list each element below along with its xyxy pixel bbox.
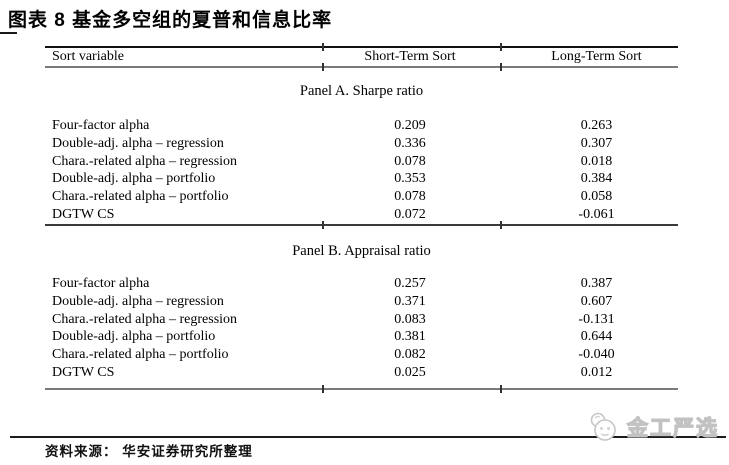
row-label: Chara.-related alpha – portfolio xyxy=(52,189,229,205)
table-row: Four-factor alpha 0.209 0.263 xyxy=(45,117,678,135)
short-term-value: 0.078 xyxy=(394,153,426,169)
long-term-value: -0.040 xyxy=(578,347,615,363)
panel-a-rows: Four-factor alpha 0.209 0.263 Double-adj… xyxy=(45,117,678,224)
column-divider-tick xyxy=(500,43,502,51)
table-row: Four-factor alpha 0.257 0.387 xyxy=(45,275,678,293)
column-divider-tick xyxy=(500,63,502,71)
short-term-value: 0.082 xyxy=(394,347,426,363)
row-label: Four-factor alpha xyxy=(52,276,150,291)
column-divider-tick xyxy=(500,385,502,393)
long-term-value: 0.058 xyxy=(580,189,613,205)
row-label: Chara.-related alpha – regression xyxy=(52,311,238,327)
column-divider-tick xyxy=(322,385,324,393)
column-header-short-term-sort: Short-Term Sort xyxy=(364,49,456,64)
header-bottom-rule xyxy=(45,63,678,71)
short-term-value: 0.078 xyxy=(394,189,426,205)
column-divider-tick xyxy=(322,63,324,71)
row-label: Double-adj. alpha – regression xyxy=(52,135,224,151)
table-top-rule xyxy=(45,43,678,51)
column-divider-tick xyxy=(322,221,324,229)
table-row: Chara.-related alpha – portfolio 0.078 0… xyxy=(45,188,678,206)
row-label: DGTW CS xyxy=(52,206,115,222)
panel-b-rows: Four-factor alpha 0.257 0.387 Double-adj… xyxy=(45,275,678,382)
table-row: Chara.-related alpha – regression 0.078 … xyxy=(45,153,678,171)
short-term-value: 0.083 xyxy=(394,311,426,327)
long-term-value: 0.387 xyxy=(580,276,613,291)
column-divider-tick xyxy=(500,221,502,229)
short-term-value: 0.353 xyxy=(394,171,426,187)
short-term-value: 0.381 xyxy=(394,329,426,345)
table-row: Chara.-related alpha – regression 0.083 … xyxy=(45,311,678,329)
row-label: Double-adj. alpha – portfolio xyxy=(52,329,216,345)
short-term-value: 0.025 xyxy=(394,364,426,380)
long-term-value: -0.061 xyxy=(578,206,615,222)
long-term-value: 0.263 xyxy=(580,118,613,133)
table-header-row: Sort variable Short-Term Sort Long-Term … xyxy=(45,48,678,65)
panel-b-title: Panel B. Appraisal ratio xyxy=(292,243,431,259)
table-bottom-rule xyxy=(45,385,678,393)
panel-a-bottom-rule xyxy=(45,221,678,229)
row-label: Chara.-related alpha – regression xyxy=(52,153,238,169)
row-label: DGTW CS xyxy=(52,364,115,380)
table-row: DGTW CS 0.072 -0.061 xyxy=(45,206,678,224)
column-header-long-term-sort: Long-Term Sort xyxy=(551,49,642,64)
panel-a-title: Panel A. Sharpe ratio xyxy=(299,83,424,99)
row-label: Chara.-related alpha – portfolio xyxy=(52,347,229,363)
short-term-value: 0.072 xyxy=(394,206,426,222)
table-row: Double-adj. alpha – portfolio 0.381 0.64… xyxy=(45,328,678,346)
watermark-text: 金工严选 xyxy=(626,416,719,440)
brand-watermark: 金工严选 xyxy=(588,410,719,444)
table-row: Double-adj. alpha – regression 0.371 0.6… xyxy=(45,293,678,311)
title-underline-dash xyxy=(0,32,17,34)
panda-logo-icon xyxy=(590,412,616,441)
row-label: Double-adj. alpha – regression xyxy=(52,293,224,309)
long-term-value: -0.131 xyxy=(578,311,615,327)
long-term-value: 0.384 xyxy=(580,171,613,187)
table-row: DGTW CS 0.025 0.012 xyxy=(45,364,678,382)
short-term-value: 0.336 xyxy=(394,135,426,151)
short-term-value: 0.371 xyxy=(394,293,426,309)
column-header-sort-variable: Sort variable xyxy=(52,49,124,64)
long-term-value: 0.012 xyxy=(580,364,613,380)
table-row: Chara.-related alpha – portfolio 0.082 -… xyxy=(45,346,678,364)
column-divider-tick xyxy=(322,43,324,51)
short-term-value: 0.257 xyxy=(394,276,426,291)
row-label: Double-adj. alpha – portfolio xyxy=(52,171,216,187)
source-note: 资料来源： 华安证券研究所整理 xyxy=(45,444,253,459)
long-term-value: 0.307 xyxy=(580,135,613,151)
table-row: Double-adj. alpha – portfolio 0.353 0.38… xyxy=(45,170,678,188)
footer-rule xyxy=(10,436,726,438)
long-term-value: 0.607 xyxy=(580,293,613,309)
short-term-value: 0.209 xyxy=(394,118,426,133)
page-title: 图表 8 基金多空组的夏普和信息比率 xyxy=(8,10,333,31)
table-row: Double-adj. alpha – regression 0.336 0.3… xyxy=(45,135,678,153)
row-label: Four-factor alpha xyxy=(52,118,150,133)
long-term-value: 0.018 xyxy=(580,153,613,169)
long-term-value: 0.644 xyxy=(580,329,613,345)
